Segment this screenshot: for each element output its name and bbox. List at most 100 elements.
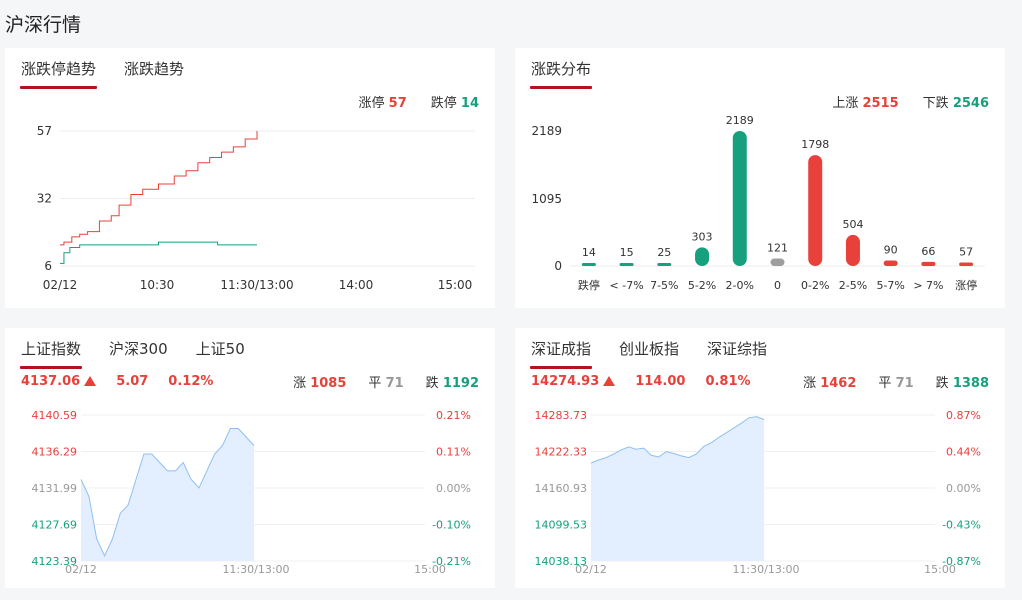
y-tick-label: 1095 [531,192,562,206]
x-tick-label: 10:30 [140,278,175,292]
sz-change: 114.00 [635,374,686,389]
tab-sz-component[interactable]: 深证成指 [529,338,593,369]
bar-value-label: 1798 [801,138,829,151]
x-tick-label: 5-7% [876,279,904,292]
y-tick-label: 0 [554,259,562,273]
sh-change: 5.07 [116,374,149,389]
bar-value-label: 57 [959,245,973,258]
x-tick-label: 11:30/13:00 [220,278,293,292]
bar [959,262,974,266]
y-tick-label: 2189 [531,124,562,138]
tab-sh-composite[interactable]: 上证指数 [19,338,83,369]
price-line [80,428,255,557]
sz-up-count: 涨 1462 [803,376,857,391]
y-pct-tick-label: 0.21% [436,409,471,422]
y-pct-tick-label: -0.43% [942,519,981,532]
distribution-panel: 涨跌分布 上涨 2515 下跌 2546 2189 1095 0 14 跌停 15 < -7… [515,48,1005,308]
sz-flat-count: 平 71 [878,376,914,391]
x-tick-label: 跌停 [578,278,600,292]
tab-rise-fall-trend[interactable]: 涨跌趋势 [124,60,185,78]
y-pct-tick-label: -0.21% [432,555,471,568]
y-tick-label: 4131.99 [32,482,78,495]
y-tick-label: 14283.73 [535,409,588,422]
y-pct-tick-label: -0.87% [942,555,981,568]
bar-value-label: 90 [884,243,898,256]
bar-value-label: 2189 [726,114,754,127]
x-tick-label: 15:00 [414,563,446,576]
tab-distribution[interactable]: 涨跌分布 [529,58,593,89]
limit-trend-panel: 涨跌停趋势 涨跌趋势 涨停 57 跌停 14 57 32 6 02/12 10:30 11… [5,48,495,308]
bar [921,261,936,266]
sz-intraday-chart: 14283.73 0.87% 14222.33 0.44% 14160.93 0.00% 1… [535,409,982,576]
bar [770,258,785,266]
tab-limit-trend[interactable]: 涨跌停趋势 [19,58,98,89]
x-tick-label: 02/12 [575,563,607,576]
tab-sse50[interactable]: 上证50 [195,340,245,358]
x-tick-label: > 7% [913,279,943,292]
y-tick-label: 4136.29 [32,446,78,459]
limit-up-stat: 涨停 57 [358,96,407,111]
y-pct-tick-label: 0.87% [946,409,981,422]
x-tick-label: < -7% [610,279,644,292]
y-tick-label: 4140.59 [32,409,78,422]
tab-chinext[interactable]: 创业板指 [619,340,680,358]
tab-sz-composite[interactable]: 深证综指 [707,340,768,358]
bar-value-label: 121 [767,242,788,255]
bar-value-label: 303 [692,230,713,243]
y-pct-tick-label: -0.10% [432,519,471,532]
bar-value-label: 15 [620,246,634,259]
x-tick-label: 涨停 [955,278,977,292]
x-tick-label: 02/12 [43,278,78,292]
x-tick-label: 11:30/13:00 [732,563,799,576]
bar [695,247,710,266]
up-arrow-icon [84,376,97,386]
series-line-1 [60,241,257,264]
limit-down-stat: 跌停 14 [430,96,479,111]
x-tick-label: 2-5% [839,279,867,292]
distribution-chart: 2189 1095 0 14 跌停 15 < -7% 25 7-5% 303 5-2% 2189 2-0… [531,114,985,292]
y-tick-label: 14038.13 [535,555,588,568]
y-tick-label: 4127.69 [32,519,78,532]
x-tick-label: 11:30/13:00 [222,563,289,576]
bar [619,263,634,266]
bar [732,131,747,266]
bar-value-label: 504 [842,218,863,231]
bar [808,155,823,266]
fall-count-stat: 下跌 2546 [922,96,989,111]
y-tick-label: 14099.53 [535,519,588,532]
x-tick-label: 15:00 [924,563,956,576]
rise-count-stat: 上涨 2515 [832,96,899,111]
sh-up-count: 涨 1085 [293,376,347,391]
sz-down-count: 跌 1388 [935,376,989,391]
x-tick-label: 14:00 [339,278,374,292]
bar-value-label: 14 [582,246,596,259]
x-tick-label: 0-2% [801,279,829,292]
x-tick-label: 2-0% [726,279,754,292]
sz-change-pct: 0.81% [705,374,751,389]
limit-trend-chart: 57 32 6 02/12 10:30 11:30/13:00 14:00 15:00 [37,124,475,292]
sh-down-count: 跌 1192 [425,376,479,391]
y-tick-label: 14222.33 [535,446,588,459]
sh-index-panel: 上证指数 沪深300 上证50 4137.06 5.07 0.12% 涨 108… [5,328,495,588]
x-tick-label: 15:00 [438,278,473,292]
sz-index-panel: 深证成指 创业板指 深证综指 14274.93 114.00 0.81% 涨 1… [515,328,1005,588]
y-tick-label: 4123.39 [32,555,78,568]
bar-value-label: 25 [657,246,671,259]
sh-price: 4137.06 [21,374,81,389]
sh-flat-count: 平 71 [368,376,404,391]
sz-quote-row: 14274.93 114.00 0.81% 涨 1462 平 71 跌 1388 [531,372,989,391]
bar [883,260,898,266]
y-pct-tick-label: 0.00% [436,482,471,495]
price-area [81,428,254,561]
y-pct-tick-label: 0.44% [946,446,981,459]
y-pct-tick-label: 0.11% [436,446,471,459]
page-title: 沪深行情 [5,14,82,36]
price-line [590,416,765,464]
tab-csi300[interactable]: 沪深300 [109,340,168,358]
up-arrow-icon [603,376,616,386]
bar [657,263,672,266]
y-tick-label: 6 [44,259,52,273]
x-tick-label: 5-2% [688,279,716,292]
y-tick-label: 32 [37,192,52,206]
bar [845,234,860,266]
